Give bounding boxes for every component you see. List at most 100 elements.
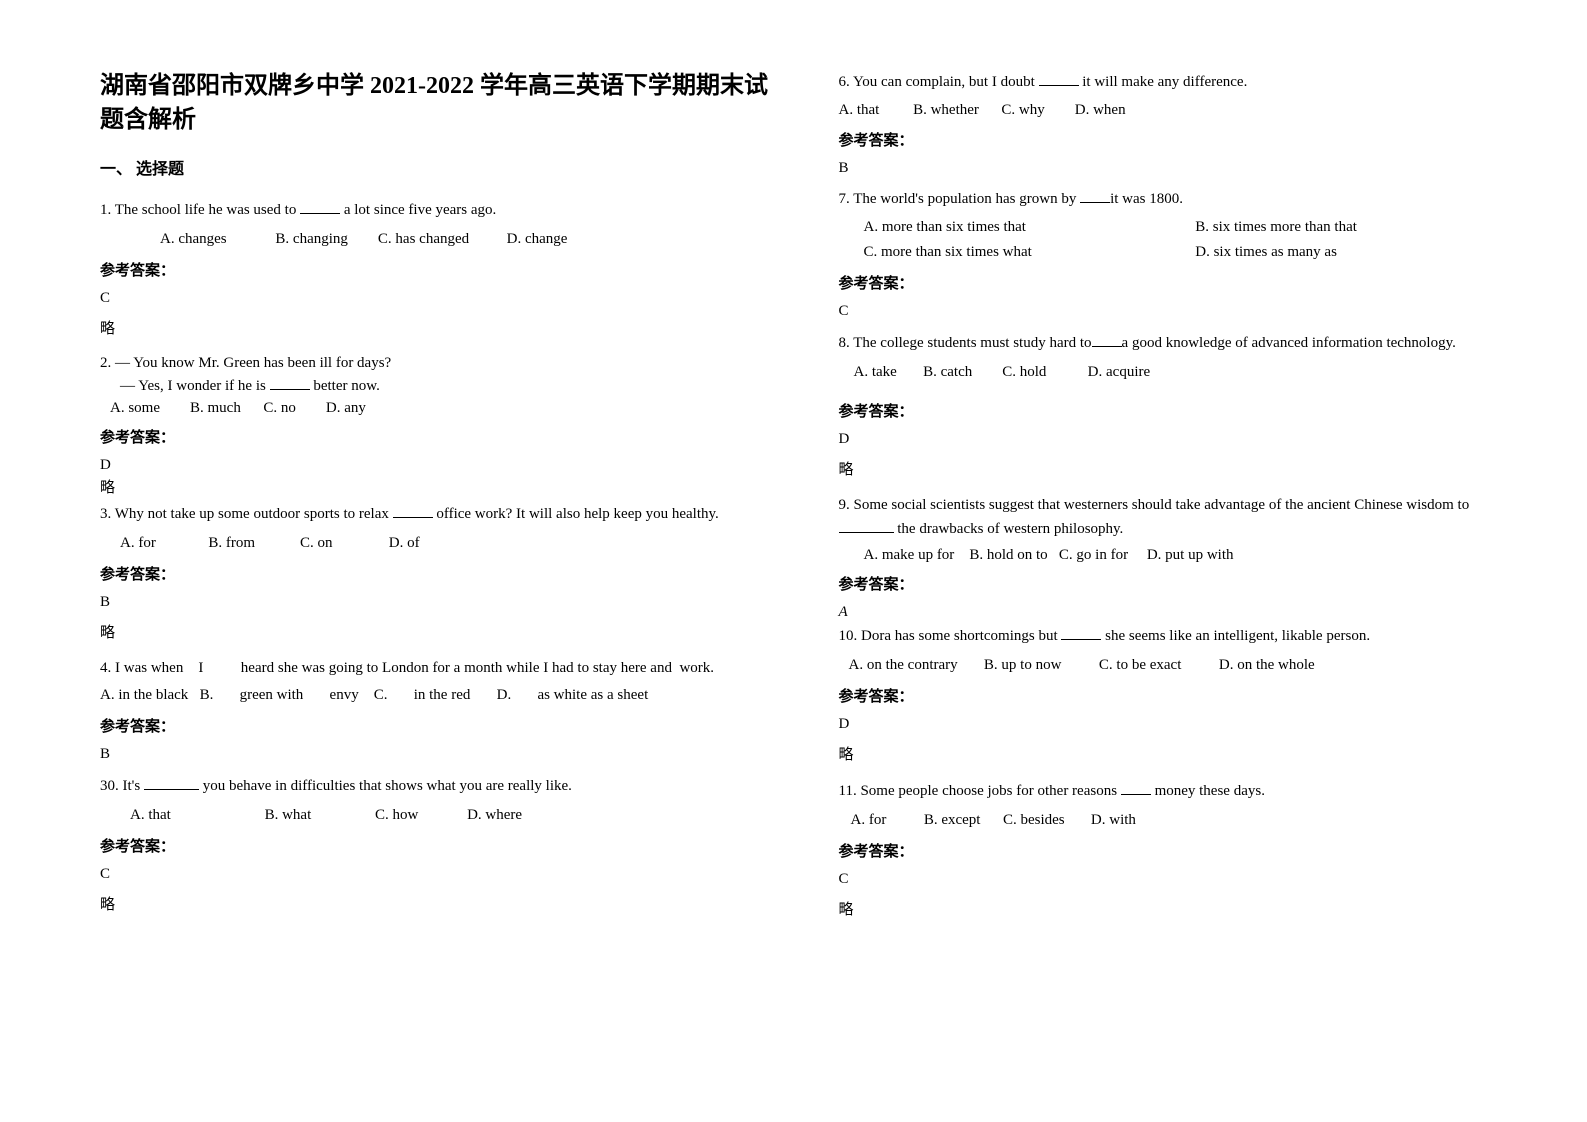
q8-opt-a: A. take (854, 359, 897, 386)
q1-opt-c: C. has changed (378, 226, 469, 253)
page-container: 湖南省邵阳市双牌乡中学 2021-2022 学年高三英语下学期期末试题含解析 一… (100, 70, 1527, 933)
q8-opt-d: D. acquire (1088, 359, 1150, 386)
q8-stem: 8. The college students must study hard … (839, 330, 1528, 357)
q2-explain: 略 (100, 476, 789, 497)
q5-opt-b: B. what (265, 802, 312, 829)
q5-opt-a: A. that (130, 802, 171, 829)
q2-line1: 2. — You know Mr. Green has been ill for… (100, 352, 789, 375)
q6-answer: B (839, 160, 1528, 177)
q6-options: A. that B. whether C. why D. when (839, 98, 1528, 124)
blank (270, 376, 310, 390)
q5-stem-a: 30. It's (100, 778, 144, 794)
q8-opt-b: B. catch (923, 359, 972, 386)
q1-options: A. changes B. changing C. has changed D.… (100, 226, 789, 253)
question-10: 10. Dora has some shortcomings but she s… (839, 623, 1528, 679)
q8-opt-c: C. hold (1002, 359, 1046, 386)
q3-explain: 略 (100, 621, 789, 642)
question-9: 9. Some social scientists suggest that w… (839, 493, 1528, 567)
question-3: 3. Why not take up some outdoor sports t… (100, 501, 789, 557)
q11-opt-d: D. with (1091, 807, 1136, 834)
q3-opt-b: B. from (208, 530, 255, 557)
q8-answer: D (839, 431, 1528, 448)
q1-answer: C (100, 290, 789, 307)
answer-label: 参考答案： (839, 840, 1528, 861)
q7-options: A. more than six times that B. six times… (839, 215, 1528, 266)
question-11: 11. Some people choose jobs for other re… (839, 778, 1528, 834)
q6-opt-a: A. that (839, 98, 880, 124)
q7-opt-d: D. six times as many as (1195, 240, 1527, 266)
q7-stem-b: it was 1800. (1110, 191, 1183, 207)
q2-line2: — Yes, I wonder if he is better now. (100, 375, 789, 398)
blank (1092, 333, 1122, 347)
left-column: 湖南省邵阳市双牌乡中学 2021-2022 学年高三英语下学期期末试题含解析 一… (100, 70, 789, 933)
answer-label: 参考答案： (100, 715, 789, 736)
q1-stem-a: 1. The school life he was used to (100, 202, 300, 218)
answer-label: 参考答案： (839, 272, 1528, 293)
q3-stem: 3. Why not take up some outdoor sports t… (100, 501, 789, 528)
q5-explain: 略 (100, 893, 789, 914)
q9-stem: 9. Some social scientists suggest that w… (839, 493, 1528, 541)
q8-options: A. take B. catch C. hold D. acquire (839, 359, 1528, 386)
q1-stem-b: a lot since five years ago. (340, 202, 496, 218)
q5-stem-b: you behave in difficulties that shows wh… (199, 778, 572, 794)
q6-opt-d: D. when (1075, 98, 1126, 124)
q5-answer: C (100, 866, 789, 883)
answer-label: 参考答案： (839, 685, 1528, 706)
q2-opt-d: D. any (326, 397, 366, 420)
blank (1039, 72, 1079, 86)
q10-stem: 10. Dora has some shortcomings but she s… (839, 623, 1528, 650)
q7-opt-c: C. more than six times what (864, 240, 1196, 266)
question-7: 7. The world's population has grown by i… (839, 187, 1528, 266)
q9-options: A. make up for B. hold on to C. go in fo… (839, 543, 1528, 567)
q4-stem: 4. I was when I heard she was going to L… (100, 656, 789, 682)
q8-stem-b: a good knowledge of advanced information… (1122, 335, 1456, 351)
q5-stem: 30. It's you behave in difficulties that… (100, 773, 789, 800)
blank (300, 200, 340, 214)
section-heading: 一、 选择题 (100, 155, 789, 179)
q11-answer: C (839, 871, 1528, 888)
q1-explain: 略 (100, 317, 789, 338)
q5-opt-c: C. how (375, 802, 418, 829)
q10-opt-d: D. on the whole (1219, 652, 1315, 679)
q2-options: A. some B. much C. no D. any (100, 397, 789, 420)
q4-options: A. in the black B. green with envy C. in… (100, 683, 789, 709)
answer-label: 参考答案： (839, 129, 1528, 150)
q1-opt-b: B. changing (275, 226, 348, 253)
question-4: 4. I was when I heard she was going to L… (100, 656, 789, 709)
answer-label: 参考答案： (100, 259, 789, 280)
q3-opt-d: D. of (389, 530, 420, 557)
q10-stem-a: 10. Dora has some shortcomings but (839, 628, 1062, 644)
q9-opt-a: A. make up for (864, 543, 955, 567)
blank (393, 504, 433, 518)
q11-opt-c: C. besides (1003, 807, 1065, 834)
q11-options: A. for B. except C. besides D. with (839, 807, 1528, 834)
question-2: 2. — You know Mr. Green has been ill for… (100, 352, 789, 420)
q7-answer: C (839, 303, 1528, 320)
q11-explain: 略 (839, 898, 1528, 919)
q3-stem-a: 3. Why not take up some outdoor sports t… (100, 506, 393, 522)
question-5: 30. It's you behave in difficulties that… (100, 773, 789, 829)
answer-label: 参考答案： (839, 400, 1528, 421)
blank (1080, 189, 1110, 203)
q2-line2a: — Yes, I wonder if he is (120, 378, 270, 394)
q11-stem: 11. Some people choose jobs for other re… (839, 778, 1528, 805)
q8-stem-a: 8. The college students must study hard … (839, 335, 1092, 351)
q9-opt-c: C. go in for (1059, 543, 1128, 567)
question-1: 1. The school life he was used to a lot … (100, 197, 789, 253)
q4-answer: B (100, 746, 789, 763)
q2-line2b: better now. (310, 378, 380, 394)
q11-stem-b: money these days. (1151, 783, 1265, 799)
q6-opt-c: C. why (1001, 98, 1044, 124)
q3-opt-a: A. for (120, 530, 156, 557)
q2-opt-c: C. no (263, 397, 296, 420)
answer-label: 参考答案： (839, 573, 1528, 594)
blank (1061, 626, 1101, 640)
q3-opt-c: C. on (300, 530, 333, 557)
q3-stem-b: office work? It will also help keep you … (433, 506, 719, 522)
q8-explain: 略 (839, 458, 1528, 479)
q9-opt-b: B. hold on to (969, 543, 1047, 567)
q9-opt-d: D. put up with (1147, 543, 1234, 567)
q2-answer: D (100, 457, 789, 474)
q11-opt-b: B. except (924, 807, 981, 834)
q5-options: A. that B. what C. how D. where (100, 802, 789, 829)
